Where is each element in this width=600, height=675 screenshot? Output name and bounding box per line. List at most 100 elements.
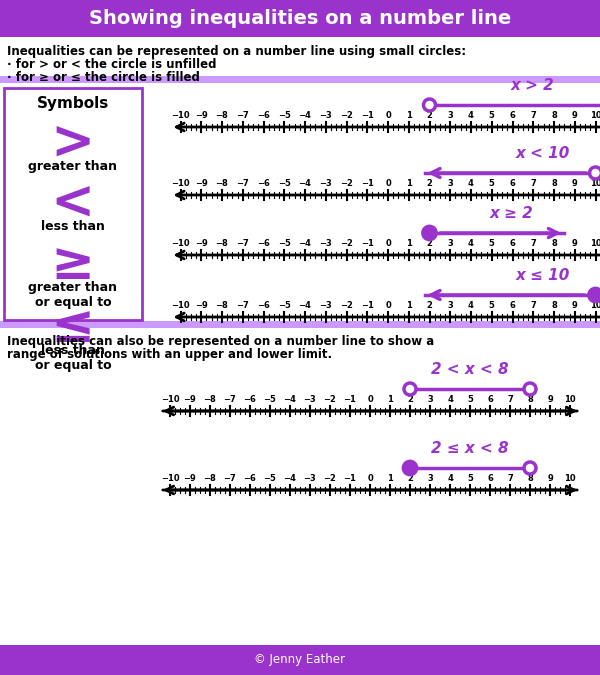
Circle shape [422, 226, 437, 240]
Text: 5: 5 [489, 301, 494, 310]
Text: −4: −4 [299, 239, 311, 248]
Text: −8: −8 [203, 395, 217, 404]
Text: Showing inequalities on a number line: Showing inequalities on a number line [89, 9, 511, 28]
Text: −1: −1 [361, 179, 374, 188]
Text: −7: −7 [236, 239, 249, 248]
Text: 3: 3 [448, 239, 453, 248]
Text: −9: −9 [195, 179, 208, 188]
Text: −3: −3 [319, 239, 332, 248]
Text: © Jenny Eather: © Jenny Eather [254, 653, 346, 666]
Text: 5: 5 [489, 111, 494, 120]
Text: 1: 1 [406, 111, 412, 120]
Text: −3: −3 [304, 395, 316, 404]
Text: 7: 7 [530, 301, 536, 310]
Text: −3: −3 [319, 301, 332, 310]
Text: 2 < x < 8: 2 < x < 8 [431, 362, 509, 377]
Text: −2: −2 [323, 395, 337, 404]
Text: 5: 5 [467, 395, 473, 404]
Text: x ≥ 2: x ≥ 2 [490, 206, 533, 221]
Text: −1: −1 [361, 239, 374, 248]
Text: · for ≥ or ≤ the circle is filled: · for ≥ or ≤ the circle is filled [7, 71, 200, 84]
Text: −5: −5 [278, 301, 290, 310]
Text: −7: −7 [236, 111, 249, 120]
Text: 0: 0 [385, 301, 391, 310]
Text: 1: 1 [406, 301, 412, 310]
Text: −6: −6 [257, 179, 270, 188]
Text: −2: −2 [340, 111, 353, 120]
Text: 9: 9 [572, 111, 578, 120]
Text: 0: 0 [385, 239, 391, 248]
Text: −6: −6 [257, 239, 270, 248]
Text: −10: −10 [171, 179, 190, 188]
Text: Inequalities can be represented on a number line using small circles:: Inequalities can be represented on a num… [7, 45, 466, 58]
Text: −2: −2 [340, 179, 353, 188]
Text: −6: −6 [244, 395, 256, 404]
Text: Inequalities can also be represented on a number line to show a: Inequalities can also be represented on … [7, 335, 434, 348]
Text: 4: 4 [468, 239, 474, 248]
Text: 10: 10 [590, 179, 600, 188]
Text: ≤: ≤ [51, 301, 95, 353]
Text: x ≤ 10: x ≤ 10 [515, 268, 569, 283]
Text: 7: 7 [507, 395, 513, 404]
Text: 4: 4 [447, 474, 453, 483]
Text: 10: 10 [590, 111, 600, 120]
Text: −7: −7 [236, 179, 249, 188]
Text: 10: 10 [564, 395, 576, 404]
Text: 9: 9 [572, 239, 578, 248]
Text: 9: 9 [572, 301, 578, 310]
Text: −9: −9 [195, 239, 208, 248]
Text: 8: 8 [551, 301, 557, 310]
Text: −6: −6 [257, 301, 270, 310]
Text: 8: 8 [551, 179, 557, 188]
Text: 10: 10 [590, 301, 600, 310]
Text: 2: 2 [427, 179, 433, 188]
Text: −8: −8 [215, 239, 229, 248]
Bar [0, 321, 600, 328]
Bar [0, 76, 600, 83]
Text: −10: −10 [171, 111, 190, 120]
Text: 4: 4 [468, 179, 474, 188]
Text: greater than
or equal to: greater than or equal to [29, 281, 118, 309]
Text: −4: −4 [284, 474, 296, 483]
Text: 4: 4 [447, 395, 453, 404]
Text: −9: −9 [195, 301, 208, 310]
Text: 1: 1 [406, 179, 412, 188]
Text: −5: −5 [278, 111, 290, 120]
Text: −8: −8 [203, 474, 217, 483]
Text: >: > [51, 118, 95, 170]
Text: −10: −10 [161, 395, 179, 404]
Text: −5: −5 [278, 179, 290, 188]
Text: 0: 0 [367, 474, 373, 483]
Text: x < 10: x < 10 [515, 146, 569, 161]
Text: 3: 3 [427, 474, 433, 483]
Text: −3: −3 [319, 179, 332, 188]
Text: 2: 2 [407, 395, 413, 404]
Text: Symbols: Symbols [37, 96, 109, 111]
Text: x > 2: x > 2 [511, 78, 554, 93]
Text: −3: −3 [319, 111, 332, 120]
Text: −10: −10 [161, 474, 179, 483]
Text: 0: 0 [367, 395, 373, 404]
Text: 7: 7 [507, 474, 513, 483]
Text: −9: −9 [184, 395, 196, 404]
Text: 8: 8 [527, 395, 533, 404]
Text: ≥: ≥ [51, 238, 95, 290]
Text: −2: −2 [340, 301, 353, 310]
Text: −1: −1 [344, 395, 356, 404]
Text: −2: −2 [323, 474, 337, 483]
Text: −2: −2 [340, 239, 353, 248]
Text: 0: 0 [385, 179, 391, 188]
Text: 1: 1 [387, 395, 393, 404]
Text: −8: −8 [215, 301, 229, 310]
Text: 10: 10 [564, 474, 576, 483]
Circle shape [589, 288, 600, 302]
Text: −7: −7 [224, 395, 236, 404]
Text: −4: −4 [299, 179, 311, 188]
Text: 0: 0 [385, 111, 391, 120]
Text: −5: −5 [263, 395, 277, 404]
Text: <: < [51, 178, 95, 230]
Text: 2: 2 [407, 474, 413, 483]
Text: 4: 4 [468, 301, 474, 310]
Text: 8: 8 [551, 111, 557, 120]
Circle shape [403, 461, 417, 475]
